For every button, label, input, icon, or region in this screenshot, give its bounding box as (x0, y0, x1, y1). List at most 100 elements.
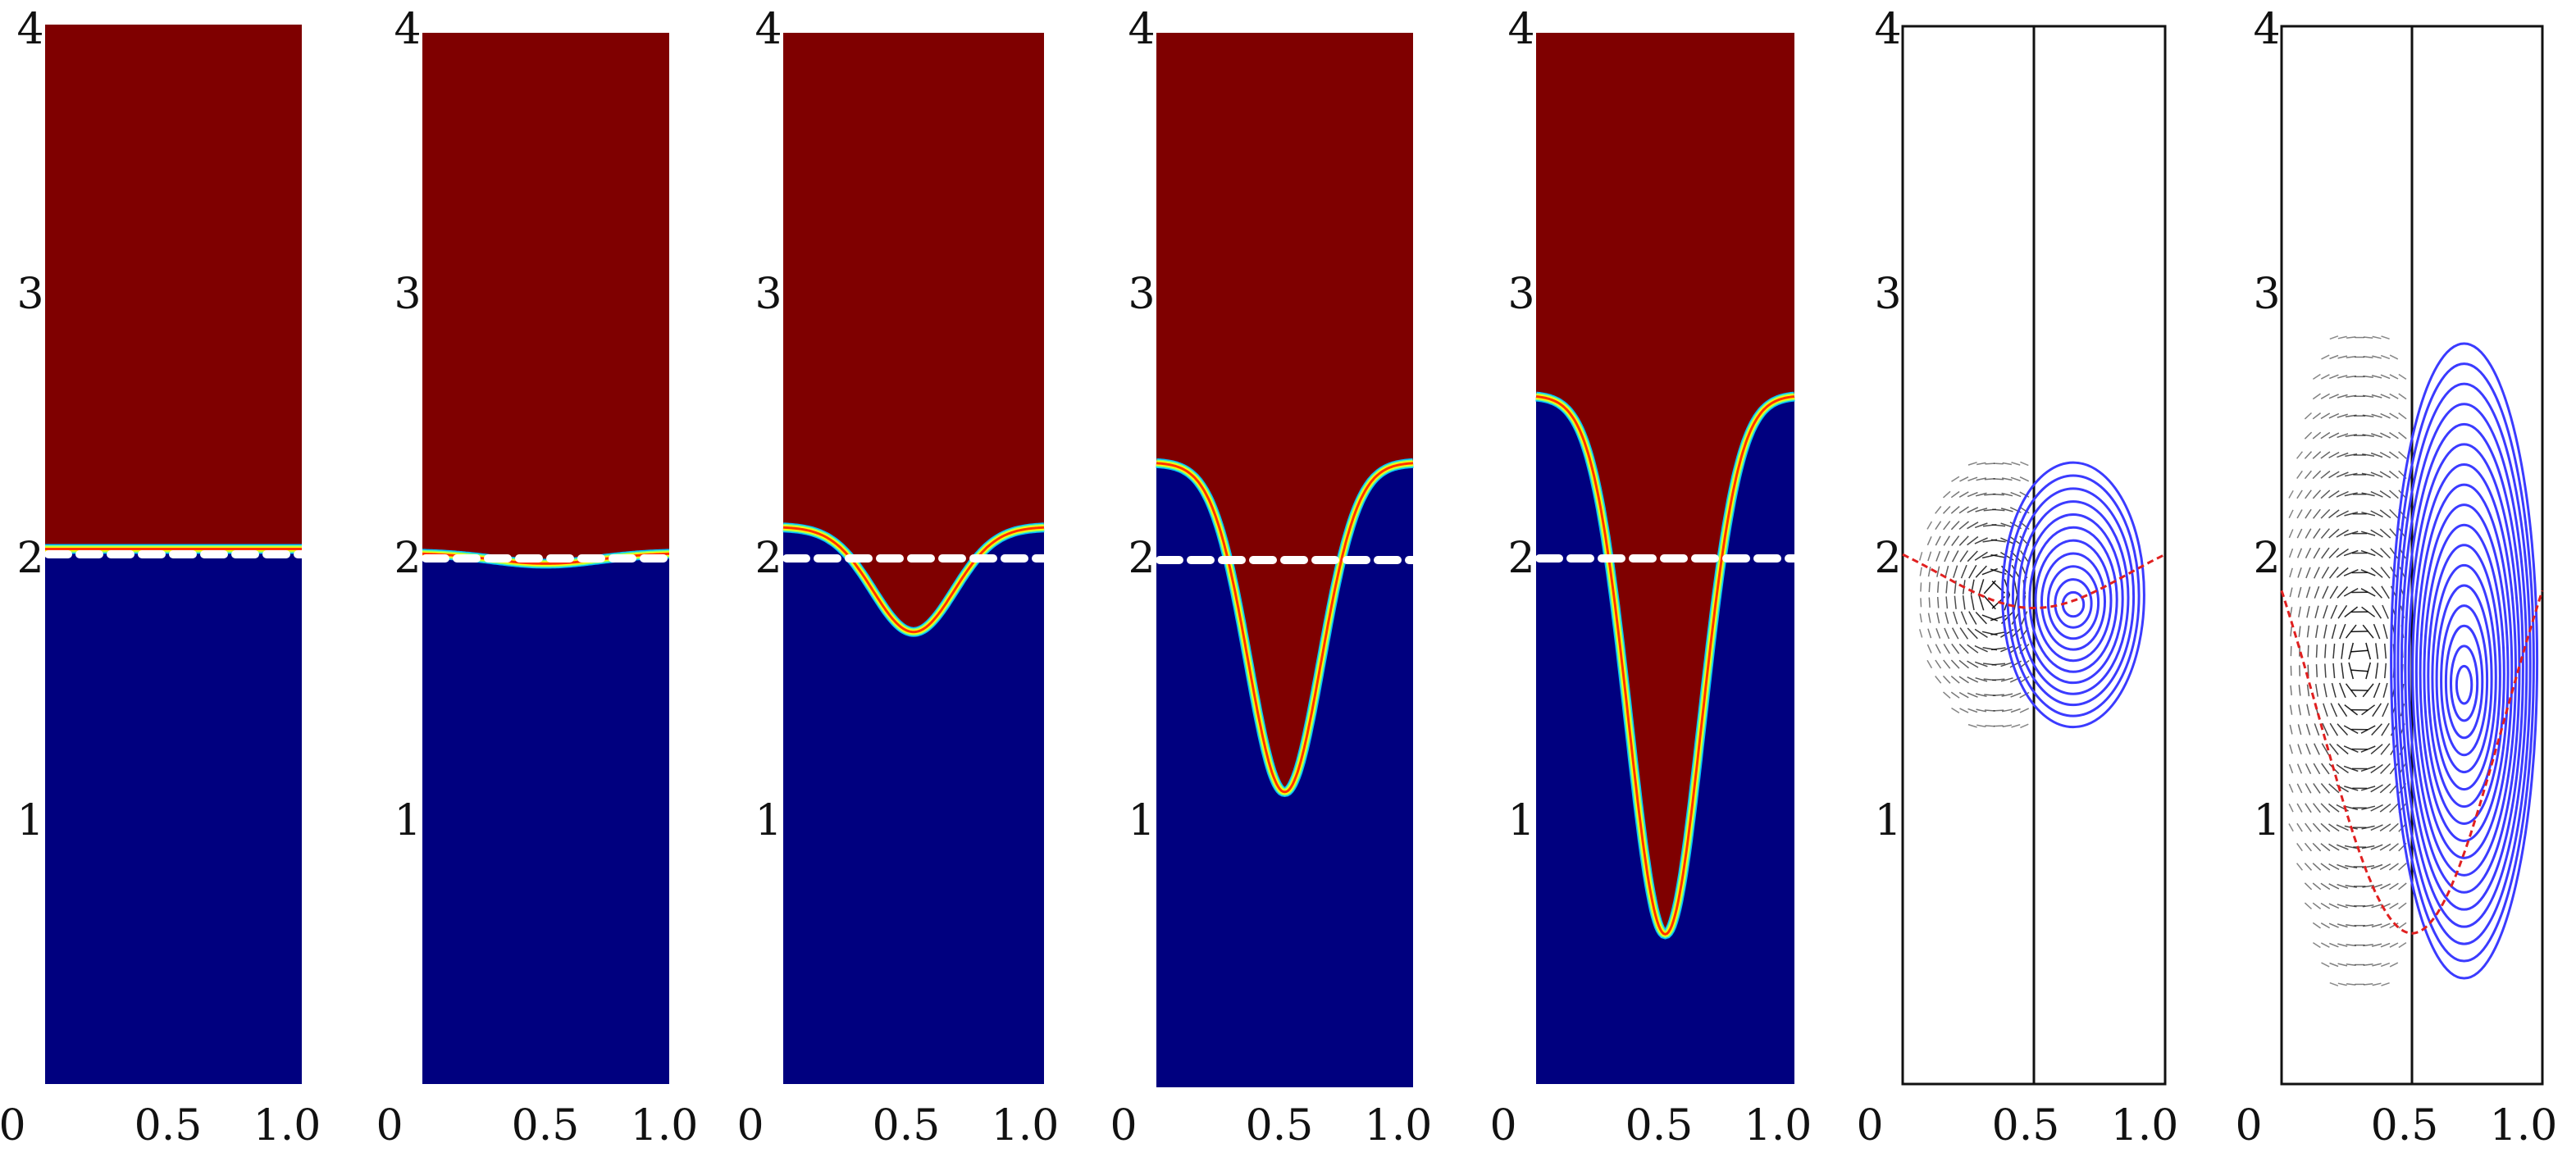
velocity-vector (2288, 509, 2294, 519)
velocity-vector (2000, 645, 2014, 653)
velocity-vector (1967, 522, 1979, 530)
velocity-vector (2360, 786, 2376, 791)
x-tick-label: 0 (1110, 1101, 1137, 1150)
velocity-vector (2001, 708, 2013, 713)
velocity-vector (2398, 882, 2407, 891)
velocity-vector (2312, 882, 2322, 891)
upper-fluid-region (45, 25, 302, 549)
velocity-vector (1993, 478, 2004, 481)
velocity-vector (2296, 509, 2303, 519)
velocity-vector (2305, 743, 2311, 755)
velocity-vector (2362, 414, 2374, 417)
velocity-vector (2344, 805, 2359, 811)
velocity-vector (2362, 904, 2374, 908)
velocity-vector (2304, 882, 2313, 891)
velocity-vector (2360, 531, 2376, 536)
velocity-vector (1960, 564, 1967, 579)
velocity-vector (1950, 676, 1960, 684)
velocity-vector (2304, 412, 2313, 420)
velocity-vector (1985, 725, 1995, 727)
velocity-vector (2337, 923, 2348, 928)
streamlines (2001, 461, 2145, 729)
x-tick-label: 1.0 (2111, 1101, 2179, 1150)
velocity-vector (2350, 631, 2369, 633)
velocity-vector (2297, 567, 2302, 578)
upper-fluid-region (1536, 33, 1794, 935)
y-tick-label: 3 (1507, 270, 1534, 319)
velocity-vector (1928, 597, 1931, 608)
velocity-vector (2348, 662, 2355, 680)
velocity-vector (2363, 356, 2373, 358)
velocity-vector (1935, 521, 1942, 531)
velocity-vector (2389, 393, 2399, 399)
velocity-vector (2398, 373, 2407, 380)
velocity-vector (2307, 664, 2309, 677)
velocity-vector (2297, 586, 2302, 598)
velocity-vector (1993, 462, 2004, 465)
y-tick-label: 4 (1128, 5, 1155, 54)
velocity-vector (1992, 678, 2005, 681)
velocity-vector (2020, 461, 2029, 467)
velocity-vector (1935, 550, 1941, 562)
velocity-vector (2337, 375, 2348, 379)
velocity-vector (2341, 643, 2345, 659)
velocity-vector (2343, 765, 2359, 772)
velocity-vector (2389, 547, 2399, 559)
upper-fluid-region (422, 33, 669, 564)
velocity-vector (2336, 471, 2349, 478)
velocity-vector (2288, 803, 2294, 813)
velocity-vector (2288, 823, 2294, 832)
velocity-vector (2289, 567, 2293, 578)
velocity-vector (1962, 595, 1966, 610)
x-tick-label: 0 (376, 1101, 403, 1150)
velocity-vector (2289, 587, 2293, 598)
velocity-vector (1990, 631, 2007, 635)
velocity-vector (2296, 842, 2303, 852)
velocity-vector (2010, 708, 2021, 713)
velocity-vector (1990, 553, 2007, 558)
streamline-contour (2455, 664, 2473, 705)
velocity-vector (1992, 493, 2004, 496)
velocity-vector (2389, 942, 2399, 948)
streamline-contour (2396, 382, 2532, 945)
velocity-vector (2288, 490, 2294, 499)
velocity-vector (2305, 723, 2311, 736)
velocity-vector (1951, 550, 1959, 563)
x-tick-label: 0.5 (1625, 1101, 1694, 1150)
velocity-vector (1926, 644, 1932, 654)
velocity-vector (2370, 804, 2383, 812)
velocity-vector (2381, 982, 2390, 986)
velocity-vector (1968, 611, 1977, 625)
velocity-vector (1975, 492, 1987, 497)
velocity-vector (1953, 565, 1958, 578)
velocity-vector (2344, 531, 2359, 536)
velocity-vector (1967, 676, 1979, 683)
velocity-vector (2296, 490, 2303, 499)
velocity-vector (2346, 375, 2356, 378)
velocity-vector (2321, 354, 2330, 360)
y-tick-label: 2 (755, 534, 782, 583)
velocity-vector (2389, 431, 2399, 440)
velocity-vector (2322, 722, 2329, 736)
velocity-vector (2328, 451, 2340, 459)
velocity-vector (2019, 476, 2030, 482)
x-tick-label: 0.5 (2371, 1101, 2439, 1150)
velocity-vector (2312, 431, 2322, 440)
y-tick-label: 4 (394, 5, 421, 54)
velocity-vector (1967, 660, 1979, 668)
velocity-vector (2304, 902, 2313, 910)
velocity-vector (1967, 692, 1978, 698)
velocity-vector (1967, 462, 1977, 466)
velocity-vector (1993, 709, 2004, 712)
velocity-vector (2010, 491, 2022, 498)
velocity-vector (2380, 883, 2391, 890)
velocity-vector (2370, 529, 2383, 538)
velocity-vector (2380, 412, 2391, 419)
velocity-vector (2321, 743, 2330, 755)
velocity-vector (2320, 508, 2331, 519)
velocity-vector (2312, 470, 2322, 480)
velocity-vector (1974, 537, 1988, 544)
velocity-vector (2389, 490, 2399, 499)
interface-band (1156, 462, 1414, 794)
streamline-contour (2011, 487, 2136, 707)
